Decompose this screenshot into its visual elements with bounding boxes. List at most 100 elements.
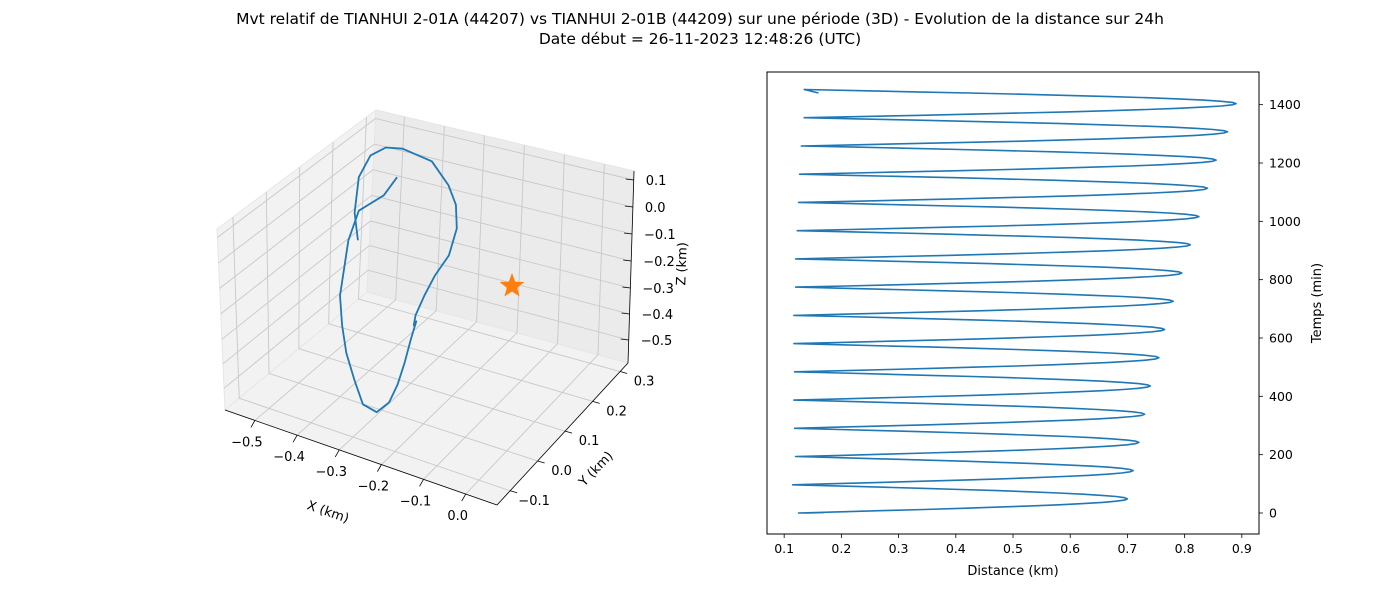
grid-x-back [597, 163, 605, 355]
y-axis-line [496, 362, 629, 506]
grid-z-back [375, 118, 634, 181]
z-tick-label: −0.4 [642, 308, 674, 323]
grid-x-back [516, 145, 525, 333]
y-ticks: 0 200 400 600 800 1000 1200 1400 [1259, 97, 1301, 521]
x-tick-mark [377, 464, 382, 472]
y-tick-label-2d: 1400 [1269, 97, 1301, 112]
grid-x-floor [465, 354, 599, 495]
z-axis-label: Z (km) [674, 242, 691, 286]
grid-y-left [265, 192, 270, 374]
grid-x-back [435, 126, 445, 311]
trajectory-line [339, 146, 458, 414]
z-axis-line [627, 170, 635, 364]
y-tick-mark [537, 460, 545, 464]
x-tick-label: −0.4 [273, 450, 305, 465]
x-tick-label-2d: 0.8 [1175, 541, 1195, 556]
y-tick-label-2d: 0 [1269, 506, 1277, 521]
grid-z-back [367, 269, 629, 341]
grid-x-back [557, 154, 565, 344]
grid-z-back [371, 194, 632, 262]
grid-y-floor [268, 372, 538, 462]
grid-x-floor [338, 321, 477, 451]
y-tick-mark [592, 400, 600, 404]
x-ticks: 0.1 0.2 0.3 0.4 0.5 0.6 0.7 0.8 0.9 [774, 534, 1252, 556]
y-tick-label: 0.3 [634, 375, 655, 390]
y-tick-label-2d: 800 [1269, 272, 1293, 287]
distance-line [791, 88, 1237, 514]
z-tick-mark [624, 205, 633, 208]
grid-z-left [221, 220, 371, 340]
x-tick-label-2d: 0.1 [774, 541, 794, 556]
x-tick-label-2d: 0.2 [831, 541, 851, 556]
grid-x-floor [423, 343, 558, 480]
grid-z-left [220, 194, 373, 315]
figure-title-line2: Date début = 26-11-2023 12:48:26 (UTC) [539, 30, 861, 48]
x-tick-label: −0.5 [231, 435, 263, 450]
grid-x-floor [381, 332, 518, 465]
grid-y-left [328, 142, 334, 324]
y-tick-label: 0.0 [551, 464, 572, 479]
grid-y-floor [298, 348, 566, 432]
x-tick-mark [419, 479, 424, 487]
grid-x-floor [254, 299, 397, 421]
y-tick-label: −0.1 [518, 494, 550, 509]
grid-z-left [217, 118, 376, 238]
z-tick-mark [620, 338, 629, 341]
y-tick-label: 0.2 [606, 404, 627, 419]
z-tick-mark [621, 312, 630, 315]
x-tick-mark [461, 493, 467, 502]
z-tick-label: −0.5 [641, 334, 673, 349]
x-tick-label: −0.2 [358, 480, 390, 495]
y-tick-label: 0.1 [579, 434, 600, 449]
y-tick-label-2d: 1000 [1269, 214, 1301, 229]
grid-y-left [232, 217, 240, 399]
x-tick-label: −0.3 [315, 465, 347, 480]
x-tick-label-2d: 0.6 [1060, 541, 1080, 556]
y-tick-label-2d: 1200 [1269, 156, 1301, 171]
grid-3d [217, 116, 634, 495]
grid-y-floor [358, 298, 621, 372]
y-tick-label-2d: 200 [1269, 447, 1293, 462]
z-tick-label: 0.1 [646, 174, 667, 189]
grid-z-back [372, 169, 633, 235]
x-tick-label-2d: 0.4 [946, 541, 966, 556]
x-tick-label-2d: 0.9 [1232, 541, 1252, 556]
grid-z-left [218, 143, 375, 264]
z-tick-mark [625, 178, 634, 181]
grid-x-back [476, 135, 485, 322]
y-tick-mark [509, 490, 518, 494]
grid-x-back [395, 116, 405, 300]
y-axis-label-2d: Temps (min) [1310, 263, 1325, 344]
z-tick-mark [623, 232, 633, 235]
y-tick-mark [565, 430, 573, 434]
y-tick-label-2d: 400 [1269, 389, 1293, 404]
x-tick-label: −0.1 [400, 494, 432, 509]
grid-z-left [223, 269, 369, 389]
grid-y-floor [239, 397, 511, 492]
grid-z-back [369, 245, 630, 315]
x-tick-label: 0.0 [447, 509, 468, 524]
x-axis-line [224, 409, 498, 506]
z-tick-label: −0.2 [643, 255, 675, 270]
x-tick-mark [250, 420, 256, 428]
z-tick-label: −0.1 [644, 228, 676, 243]
origin-star-marker [499, 273, 525, 297]
z-tick-mark [622, 286, 631, 289]
y-tick-mark [620, 371, 628, 374]
z-tick-mark [623, 259, 632, 262]
y-tick-label-2d: 600 [1269, 331, 1293, 346]
grid-y-floor [328, 323, 593, 402]
grid-z-back [370, 220, 631, 289]
x-tick-label-2d: 0.5 [1003, 541, 1023, 556]
figure-title-line1: Mvt relatif de TIANHUI 2-01A (44207) vs … [236, 10, 1164, 28]
plot-2d: 0.1 0.2 0.3 0.4 0.5 0.6 0.7 0.8 0.9 0 200 400 600 80… [766, 71, 1325, 579]
x-tick-mark [292, 434, 298, 443]
z-tick-label: 0.0 [645, 201, 666, 216]
x-tick-label-2d: 0.7 [1117, 541, 1137, 556]
plot-3d: −0.5−0.4−0.3−0.2−0.10.0−0.10.00.10.20.30… [216, 108, 691, 527]
grid-z-left [219, 169, 374, 289]
grid-y-left [298, 167, 301, 349]
x-tick-label-2d: 0.3 [889, 541, 909, 556]
z-tick-label: −0.3 [642, 282, 674, 297]
